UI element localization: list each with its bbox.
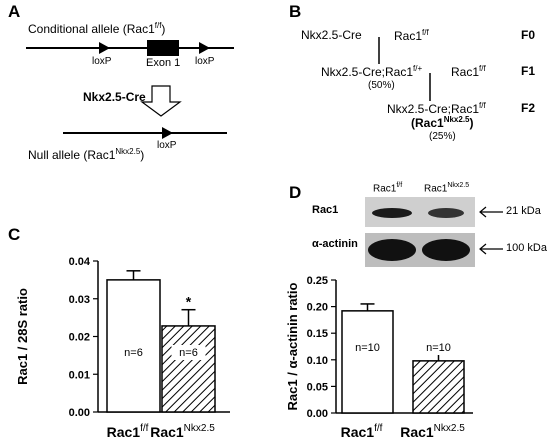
y-axis-label: Rac1 / α-actinin ratio [285,282,300,410]
cre-arrow [140,85,182,117]
marker-21kda: 21 kDa [506,205,541,217]
f2-genotype: (Rac1Nkx2.5) [411,115,474,130]
blot-band-actinin-ff [368,239,416,261]
n-label-bg [171,345,206,360]
y-tick-label: 0.03 [69,294,90,306]
blot-lane1-label: Rac1f/f [373,182,403,195]
f1-offspring: Nkx2.5-Cre;Rac1f/+ [321,64,423,79]
conditional-allele-label: Conditional allele (Rac1f/f) [28,21,166,36]
exon1-box [147,40,179,56]
panel-a-letter: A [8,2,21,21]
arrow-21kda-head [479,206,487,218]
significance-mark: * [186,294,192,310]
y-tick-label: 0.02 [69,332,90,344]
bar [106,279,161,413]
n-label-bg [421,340,456,355]
blot-band-rac1-ff [372,208,412,218]
panel-b-letter: B [289,2,302,21]
blot-band-actinin-ko [422,239,470,261]
loxp-label-left: loxP [92,56,112,67]
y-tick-label: 0.20 [307,302,328,314]
y-tick-label: 0.01 [69,369,90,381]
panel-c-letter: C [8,225,21,244]
category-label: Rac1Nkx2.5 [150,423,215,440]
y-axis-label: Rac1 / 28S ratio [15,288,30,385]
category-label: Rac1Nkx2.5 [400,423,465,440]
null-allele-label: Null allele (Rac1Nkx2.5) [28,147,145,162]
y-tick-label: 0.15 [307,328,328,340]
n-label: n=6 [179,347,198,359]
generation-f2: F2 [521,101,536,115]
loxp-arrow-right [199,42,210,54]
n-label: n=6 [124,347,143,359]
arrow-100kda-head [479,243,487,255]
n-label: n=10 [426,342,451,354]
y-tick-label: 0.05 [307,381,328,393]
blot-row-actinin-label: α-actinin [312,238,358,250]
bar [412,360,465,414]
f2-percent: (25%) [429,131,456,142]
generation-f0: F0 [521,28,536,42]
n-label: n=10 [355,342,380,354]
y-tick-label: 0.00 [69,407,90,419]
blot-lane2-label: Rac1Nkx2.5 [424,182,470,195]
blot-band-rac1-ko [428,208,464,218]
loxp-label-null: loxP [157,140,177,151]
category-label: Rac1f/f [107,423,149,440]
f1-parent-rac1: Rac1f/f [451,64,486,79]
y-tick-label: 0.00 [307,408,328,420]
bar [341,310,394,414]
loxp-label-right: loxP [195,56,215,67]
loxp-arrow-left [99,42,110,54]
exon1-label: Exon 1 [146,57,181,69]
y-tick-label: 0.25 [307,275,328,287]
y-tick-label: 0.10 [307,355,328,367]
panel-d-letter: D [289,183,302,202]
blot-row-rac1-label: Rac1 [312,204,339,216]
f2-offspring: Nkx2.5-Cre;Rac1f/f [387,101,486,116]
cre-driver-label: Nkx2.5-Cre [83,90,146,104]
loxp-arrow-null [162,127,173,139]
f1-percent: (50%) [368,80,395,91]
generation-f1: F1 [521,64,536,78]
f0-parent-cre: Nkx2.5-Cre [301,28,362,42]
category-label: Rac1f/f [341,423,383,440]
y-tick-label: 0.04 [69,256,91,268]
bar [161,325,216,413]
f0-parent-rac1: Rac1f/f [394,28,429,43]
marker-100kda: 100 kDa [506,242,547,254]
